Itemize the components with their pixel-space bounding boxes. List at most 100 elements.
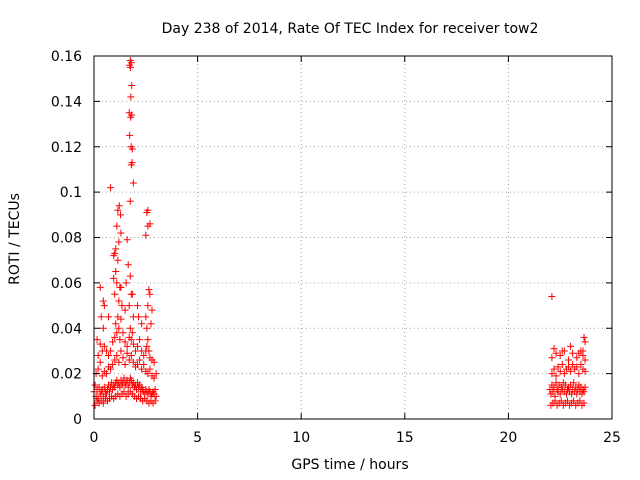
data-point — [110, 252, 118, 260]
data-point — [138, 320, 146, 328]
x-axis-label: GPS time / hours — [291, 457, 408, 473]
data-point — [138, 365, 146, 373]
data-point — [575, 370, 583, 378]
data-point — [150, 374, 158, 382]
data-point — [151, 397, 159, 405]
data-point — [115, 202, 123, 210]
data-point — [570, 379, 578, 387]
data-point — [123, 342, 131, 350]
data-point — [114, 256, 122, 264]
data-points — [90, 57, 589, 409]
data-point — [548, 370, 556, 378]
data-point — [558, 347, 566, 355]
data-point — [94, 351, 102, 359]
data-point — [151, 386, 159, 394]
data-point — [142, 231, 150, 239]
data-point — [580, 333, 588, 341]
data-point — [136, 336, 144, 344]
data-point — [144, 336, 152, 344]
data-point — [142, 313, 150, 321]
data-point — [117, 229, 125, 237]
data-point — [145, 347, 153, 355]
data-point — [128, 329, 136, 337]
data-point — [135, 313, 143, 321]
data-point — [119, 329, 127, 337]
x-tick-label: 5 — [193, 430, 202, 446]
data-point — [134, 361, 142, 369]
data-point — [564, 356, 572, 364]
data-point — [144, 206, 152, 214]
data-point — [146, 365, 154, 373]
data-point — [550, 365, 558, 373]
data-point — [134, 302, 142, 310]
x-tick-label: 10 — [292, 430, 310, 446]
data-point — [575, 349, 583, 357]
data-point — [115, 324, 123, 332]
y-tick-label: 0.02 — [51, 367, 82, 383]
data-point — [118, 302, 126, 310]
data-point — [114, 206, 122, 214]
data-point — [99, 399, 107, 407]
data-point — [96, 358, 104, 366]
x-tick-label: 15 — [396, 430, 414, 446]
y-tick-label: 0.06 — [51, 276, 82, 292]
data-point — [579, 347, 587, 355]
data-point — [556, 367, 564, 375]
data-point — [126, 272, 134, 280]
data-point — [94, 365, 102, 373]
data-point — [564, 363, 572, 371]
data-point — [581, 383, 589, 391]
data-point — [97, 313, 105, 321]
data-point — [121, 338, 129, 346]
data-point — [556, 351, 564, 359]
data-point — [91, 401, 99, 409]
data-point — [148, 306, 156, 314]
data-point — [569, 349, 577, 357]
data-point — [129, 179, 137, 187]
data-point — [122, 279, 130, 287]
data-point — [116, 336, 124, 344]
data-point — [127, 59, 135, 67]
y-tick-label: 0.04 — [51, 321, 82, 337]
data-point — [134, 342, 142, 350]
data-point — [128, 81, 136, 89]
data-point — [112, 268, 120, 276]
x-tick-label: 0 — [90, 430, 99, 446]
data-point — [573, 354, 581, 362]
data-point — [580, 399, 588, 407]
data-point — [552, 372, 560, 380]
data-point — [576, 397, 584, 405]
data-point — [143, 342, 151, 350]
y-tick-label: 0 — [73, 412, 82, 428]
data-point — [573, 363, 581, 371]
y-tick-label: 0.1 — [60, 185, 82, 201]
data-point — [581, 338, 589, 346]
data-point — [127, 336, 135, 344]
data-point — [127, 143, 135, 151]
data-point — [111, 333, 119, 341]
data-point — [126, 131, 134, 139]
data-point — [569, 361, 577, 369]
data-point — [113, 222, 121, 230]
data-point — [126, 63, 134, 71]
data-point — [127, 113, 135, 121]
data-point — [117, 211, 125, 219]
data-point — [120, 388, 128, 396]
data-point — [146, 220, 154, 228]
data-point — [123, 349, 131, 357]
data-point — [144, 302, 152, 310]
data-point — [107, 184, 115, 192]
y-tick-label: 0.12 — [51, 140, 82, 156]
data-point — [556, 390, 564, 398]
data-point — [129, 340, 137, 348]
data-point — [124, 383, 132, 391]
x-tick-label: 20 — [499, 430, 517, 446]
data-point — [152, 392, 160, 400]
data-point — [93, 336, 101, 344]
data-point — [570, 397, 578, 405]
data-point — [105, 313, 113, 321]
data-point — [112, 245, 120, 253]
data-point — [102, 370, 110, 378]
data-point — [110, 274, 118, 282]
